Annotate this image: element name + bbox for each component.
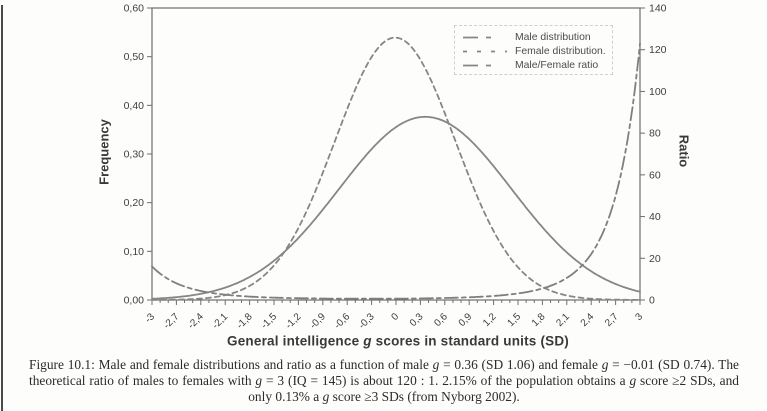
y-axis-title-ratio: Ratio (676, 134, 692, 168)
legend-label-male: Male distribution (515, 31, 591, 43)
x-tick-label: -0,9 (308, 311, 328, 331)
y-left-tick-label: 0,30 (124, 149, 145, 161)
chart-legend: Male distribution Female distribution. M… (454, 25, 613, 75)
x-tick-label: -3 (143, 311, 157, 325)
y-left-tick-label: 0,50 (124, 51, 145, 63)
female-distribution-curve (151, 36, 641, 301)
y-left-tick-label: 0,00 (124, 295, 145, 307)
x-tick-label: 0 (389, 311, 401, 323)
y-right-tick-label: 0 (649, 295, 655, 307)
y-left-tick-label: 0,10 (124, 246, 145, 258)
x-tick-label: 0,3 (408, 311, 426, 329)
x-tick-label: 1,8 (530, 311, 548, 329)
x-tick-label: -1,8 (235, 311, 255, 331)
x-tick-label: -0,6 (332, 311, 352, 331)
x-tick-label: -1,5 (259, 311, 279, 331)
male-distribution-curve (151, 115, 641, 300)
x-axis: -3 -2,7 -2,4 -2,1 -1,8 -1,5 -1,2 -0,9 -0,6 -0,3 0 0… (143, 300, 645, 331)
x-tick-label: -2,4 (186, 311, 206, 331)
x-tick-label: 0,9 (457, 311, 475, 329)
male-female-ratio-curve (151, 42, 641, 300)
x-axis-title: General intelligence g scores in standar… (227, 333, 569, 349)
ratio-line-sample-icon (463, 64, 507, 66)
caption-line-3: only 0.13% a g score ≥3 SDs (from Nyborg… (248, 389, 520, 405)
y-right-tick-label: 120 (649, 44, 667, 56)
y-right-tick-label: 40 (649, 211, 661, 223)
y-right-tick-label: 20 (649, 253, 661, 265)
distribution-ratio-chart: -3 -2,7 -2,4 -2,1 -1,8 -1,5 -1,2 -0,9 -0,6 -0,3 0 0… (96, 3, 692, 349)
x-tick-label: 1,5 (506, 311, 524, 329)
legend-row-ratio: Male/Female ratio (462, 58, 612, 72)
figure-caption: Figure 10.1: Male and female distributio… (29, 357, 739, 406)
x-tick-label: -0,3 (357, 311, 377, 331)
y-axis-title-frequency: Frequency (96, 119, 112, 185)
female-line-sample-icon (463, 50, 507, 52)
y-left-tick-label: 0,20 (124, 197, 145, 209)
legend-label-ratio: Male/Female ratio (515, 59, 599, 71)
x-tick-label: 3 (633, 311, 645, 323)
x-tick-label: 2,7 (603, 311, 621, 329)
y-axis-right: 0 20 40 60 80 100 120 140 (640, 3, 667, 307)
x-tick-label: -2,7 (162, 311, 182, 331)
y-left-tick-label: 0,60 (124, 3, 145, 15)
chart-plot-svg: -3 -2,7 -2,4 -2,1 -1,8 -1,5 -1,2 -0,9 -0,6 -0,3 0 0… (124, 3, 667, 332)
legend-row-male: Male distribution (462, 30, 612, 44)
x-tick-label: 0,6 (432, 311, 450, 329)
y-right-tick-label: 60 (649, 169, 661, 181)
caption-line-2: theoretical ratio of males to females wi… (29, 373, 739, 389)
y-axis-left: 0,00 0,10 0,20 0,30 0,40 0,50 0,60 (124, 3, 152, 307)
y-right-tick-label: 140 (649, 3, 667, 15)
x-tick-label: -2,1 (210, 311, 230, 331)
y-left-tick-label: 0,40 (124, 100, 145, 112)
legend-label-female: Female distribution. (515, 45, 606, 57)
legend-row-female: Female distribution. (462, 44, 612, 58)
y-right-tick-label: 100 (649, 86, 667, 98)
x-tick-label: -1,2 (284, 311, 304, 331)
x-tick-label: 2,1 (554, 311, 572, 329)
x-tick-label: 1,2 (481, 311, 499, 329)
male-line-sample-icon (463, 36, 507, 38)
y-right-tick-label: 80 (649, 128, 661, 140)
page-scan-edge-line (1, 5, 3, 411)
caption-line-1: Figure 10.1: Male and female distributio… (29, 357, 740, 372)
x-tick-label: 2,4 (579, 311, 597, 329)
